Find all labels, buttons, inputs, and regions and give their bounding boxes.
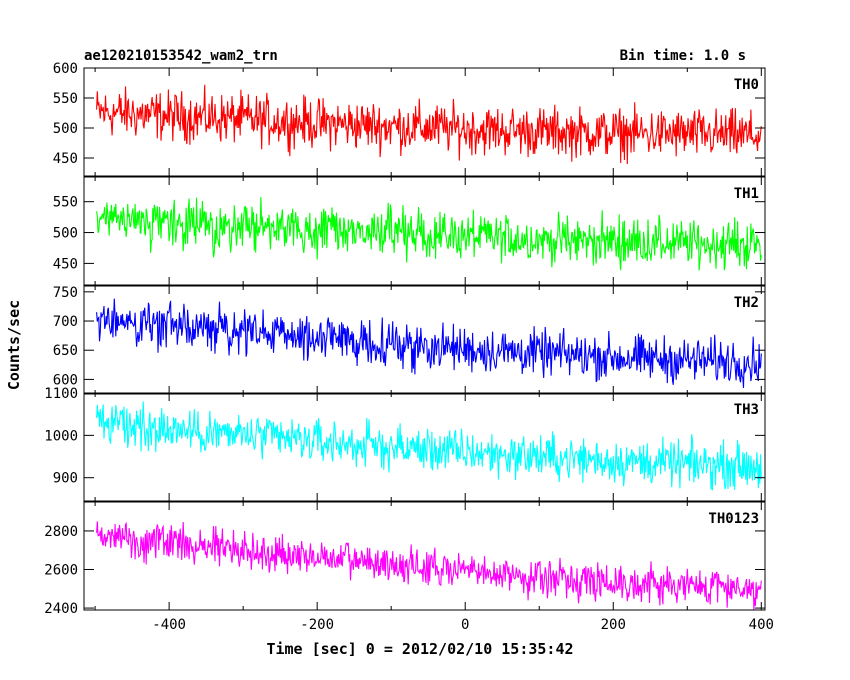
panel-label-th2: TH2: [734, 295, 759, 311]
x-tick-label: 200: [601, 617, 626, 633]
y-tick-label: 650: [53, 343, 78, 359]
panel-label-th1: TH1: [734, 186, 759, 202]
bin-time-label: Bin time: 1.0 s: [620, 48, 746, 64]
y-tick-label: 1000: [44, 428, 78, 444]
series-line-th1: [96, 197, 762, 271]
x-tick-label: 400: [749, 617, 774, 633]
y-tick-label: 500: [53, 121, 78, 137]
panel-th2: 600 650 700 750 TH2: [53, 285, 766, 395]
y-tick-label: 750: [53, 285, 78, 301]
x-tick-label: -200: [300, 617, 334, 633]
panels-group: 450 500 550 600 TH0 450 500 550 TH1 600 650 700 750 T…: [44, 61, 774, 633]
y-tick-label: 2800: [44, 524, 78, 540]
x-tick-label: -400: [152, 617, 186, 633]
panel-label-th0123: TH0123: [708, 511, 759, 527]
y-tick-label: 2400: [44, 601, 78, 617]
y-tick-label: 600: [53, 61, 78, 77]
series-line-th0: [96, 84, 762, 165]
y-axis-label: Counts/sec: [5, 300, 23, 390]
y-tick-label: 550: [53, 91, 78, 107]
panel-frame: [83, 501, 766, 611]
panel-th3: 900 1000 1100 TH3: [44, 386, 766, 502]
y-tick-label: 1100: [44, 386, 78, 402]
y-tick-label: 450: [53, 256, 78, 272]
y-tick-label: 500: [53, 226, 78, 242]
panel-th1: 450 500 550 TH1: [53, 176, 766, 286]
panel-th0123: 2400 2600 2800 TH0123 -400 -200 0 200 400: [44, 501, 774, 633]
panel-label-th3: TH3: [734, 402, 759, 418]
y-tick-label: 600: [53, 372, 78, 388]
panel-frame: [83, 176, 766, 286]
panel-frame: [83, 285, 766, 395]
panel-label-th0: TH0: [734, 77, 759, 93]
y-tick-label: 2600: [44, 563, 78, 579]
chart-title: ae120210153542_wam2_trn: [84, 48, 278, 64]
panel-frame: [83, 392, 766, 502]
series-line-th0123: [96, 521, 762, 610]
x-axis-label: Time [sec] 0 = 2012/02/10 15:35:42: [266, 640, 573, 658]
series-line-th3: [96, 401, 762, 491]
y-tick-label: 450: [53, 151, 78, 167]
y-tick-label: 550: [53, 195, 78, 211]
y-tick-label: 900: [53, 471, 78, 487]
x-tick-label: 0: [461, 617, 469, 633]
panel-th0: 450 500 550 600 TH0: [53, 61, 766, 177]
y-tick-label: 700: [53, 314, 78, 330]
panel-frame: [83, 67, 766, 177]
series-line-th2: [96, 298, 762, 389]
